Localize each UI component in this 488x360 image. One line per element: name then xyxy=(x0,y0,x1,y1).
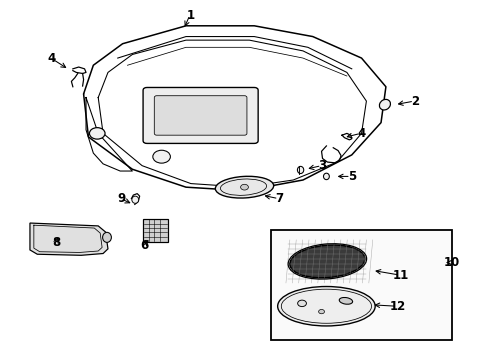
Text: 12: 12 xyxy=(389,300,406,313)
Circle shape xyxy=(89,128,105,139)
Ellipse shape xyxy=(132,196,139,203)
Text: 5: 5 xyxy=(347,170,355,183)
Ellipse shape xyxy=(379,99,389,110)
Bar xyxy=(271,230,451,339)
Text: 4: 4 xyxy=(357,127,365,140)
Text: 3: 3 xyxy=(318,159,326,172)
Text: 2: 2 xyxy=(410,95,418,108)
Ellipse shape xyxy=(323,173,329,180)
Text: 8: 8 xyxy=(53,236,61,249)
FancyBboxPatch shape xyxy=(142,219,167,242)
Circle shape xyxy=(240,184,248,190)
Circle shape xyxy=(297,300,306,307)
Text: 4: 4 xyxy=(48,51,56,64)
Ellipse shape xyxy=(289,245,364,278)
Polygon shape xyxy=(30,223,108,255)
Ellipse shape xyxy=(339,297,352,304)
Text: 6: 6 xyxy=(140,239,148,252)
Text: 7: 7 xyxy=(275,192,283,205)
Ellipse shape xyxy=(215,176,273,198)
Ellipse shape xyxy=(102,232,111,242)
Text: 11: 11 xyxy=(391,269,408,282)
Text: 9: 9 xyxy=(117,192,125,205)
Ellipse shape xyxy=(297,166,303,174)
Text: 1: 1 xyxy=(186,9,195,22)
FancyBboxPatch shape xyxy=(154,96,246,135)
Circle shape xyxy=(153,150,170,163)
Ellipse shape xyxy=(277,287,374,326)
Circle shape xyxy=(318,310,324,314)
Text: 10: 10 xyxy=(443,256,459,269)
FancyBboxPatch shape xyxy=(143,87,258,143)
